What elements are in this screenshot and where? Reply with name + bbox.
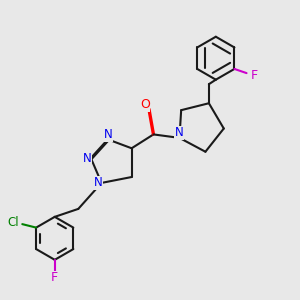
Text: N: N xyxy=(175,126,184,139)
Text: Cl: Cl xyxy=(8,216,20,229)
Text: F: F xyxy=(51,271,58,284)
Text: N: N xyxy=(104,128,113,141)
Text: N: N xyxy=(94,176,102,189)
Text: F: F xyxy=(251,69,258,82)
Text: N: N xyxy=(82,152,91,165)
Text: O: O xyxy=(140,98,150,112)
